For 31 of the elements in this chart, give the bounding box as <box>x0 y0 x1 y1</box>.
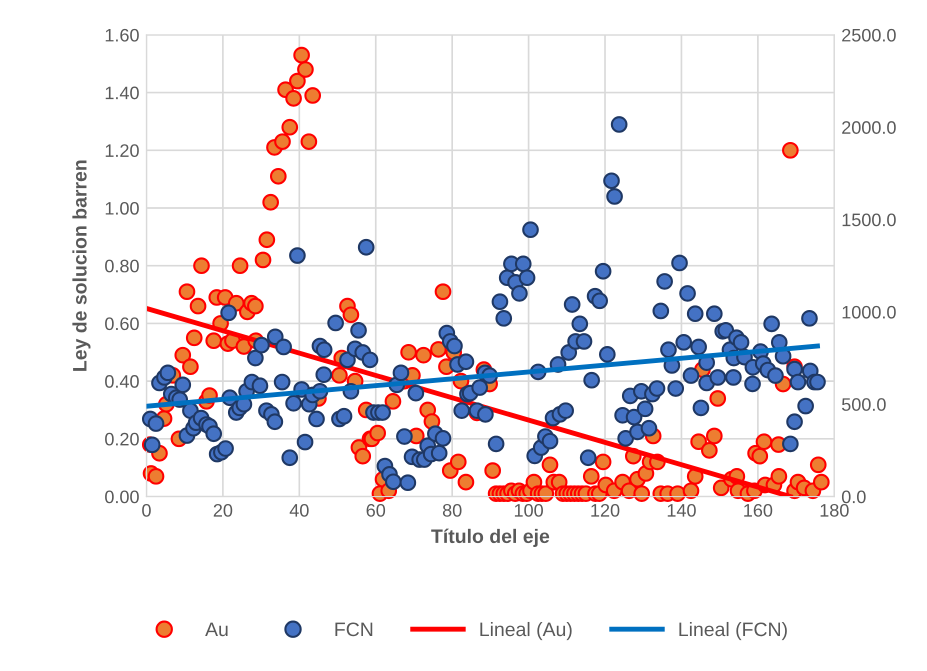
x-tick-label: 160 <box>744 504 772 517</box>
y2-tick-label: 2000.0 <box>842 121 896 134</box>
y-tick-label: 1.60 <box>106 28 139 42</box>
y2-tick-label: 2500.0 <box>842 28 896 42</box>
x-tick-label: 140 <box>668 504 696 517</box>
y2-tick-label: 1500.0 <box>842 213 896 226</box>
y-axis-title: Ley de solucion barren <box>72 160 90 371</box>
x-tick-label: 100 <box>514 504 543 517</box>
x-axis-title: Título del eje <box>431 528 550 547</box>
y-tick-label: 1.00 <box>106 202 139 215</box>
y2-tick-label: 0.0 <box>842 490 866 504</box>
y-tick-label: 0.20 <box>105 432 139 446</box>
legend-label: FCN <box>335 622 372 636</box>
y-tick-label: 0.60 <box>105 317 139 330</box>
x-tick-label: 80 <box>442 504 462 517</box>
y2-tick-label: 500.0 <box>842 398 886 411</box>
x-tick-label: 60 <box>366 504 386 517</box>
x-tick-label: 20 <box>214 504 232 517</box>
x-tick-label: 0 <box>142 504 151 517</box>
x-tick-label: 180 <box>820 504 849 517</box>
x-tick-label: 40 <box>290 504 309 517</box>
y-tick-label: 1.40 <box>106 86 139 100</box>
y2-tick-label: 1000.0 <box>842 306 896 319</box>
legend-label: Au <box>205 622 228 636</box>
y-tick-label: 0.40 <box>105 375 139 388</box>
y-tick-label: 1.20 <box>106 144 139 158</box>
x-tick-label: 120 <box>591 504 620 517</box>
y-tick-label: 0.80 <box>105 260 139 272</box>
legend-label: Lineal (FCN) <box>679 622 787 640</box>
y-tick-label: 0.00 <box>105 490 139 504</box>
legend-label: Lineal (Au) <box>480 622 572 640</box>
